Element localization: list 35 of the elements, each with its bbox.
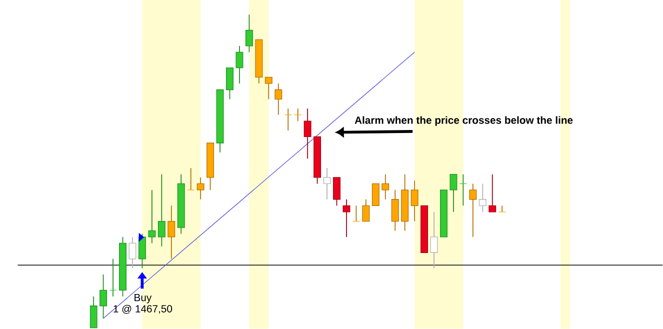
candlestick [430, 212, 438, 269]
candlestick [323, 168, 331, 200]
candlestick [469, 183, 477, 238]
candlestick [138, 233, 146, 269]
candlestick [264, 76, 272, 100]
candlestick [333, 177, 340, 206]
candlestick [109, 258, 117, 298]
candlestick [148, 190, 156, 244]
candlestick [382, 174, 390, 200]
candlestick [410, 180, 418, 222]
annotation: Buy [134, 294, 152, 304]
candlestick [459, 174, 467, 206]
candlestick [304, 108, 312, 160]
candlestick [391, 190, 399, 232]
candlestick [372, 184, 380, 206]
candlestick [187, 168, 195, 191]
candlestick [168, 205, 176, 260]
candlestick [128, 236, 136, 269]
annotation: Alarm when the price crosses below the line [354, 116, 573, 126]
candlestick [236, 46, 244, 84]
candlestick [196, 177, 204, 200]
candlestick [450, 174, 458, 212]
candlestick [284, 108, 292, 132]
candlestick [100, 274, 108, 319]
candlestick [498, 205, 506, 212]
candlestick [274, 83, 282, 116]
candlestick [352, 205, 360, 222]
candlestick [294, 108, 302, 122]
candlestick [342, 199, 350, 238]
candlestick [245, 14, 253, 53]
candlestick [488, 174, 496, 212]
candlestick [226, 67, 234, 100]
candlestick [362, 199, 370, 222]
candlestick [478, 183, 486, 212]
candlestick [158, 174, 166, 247]
